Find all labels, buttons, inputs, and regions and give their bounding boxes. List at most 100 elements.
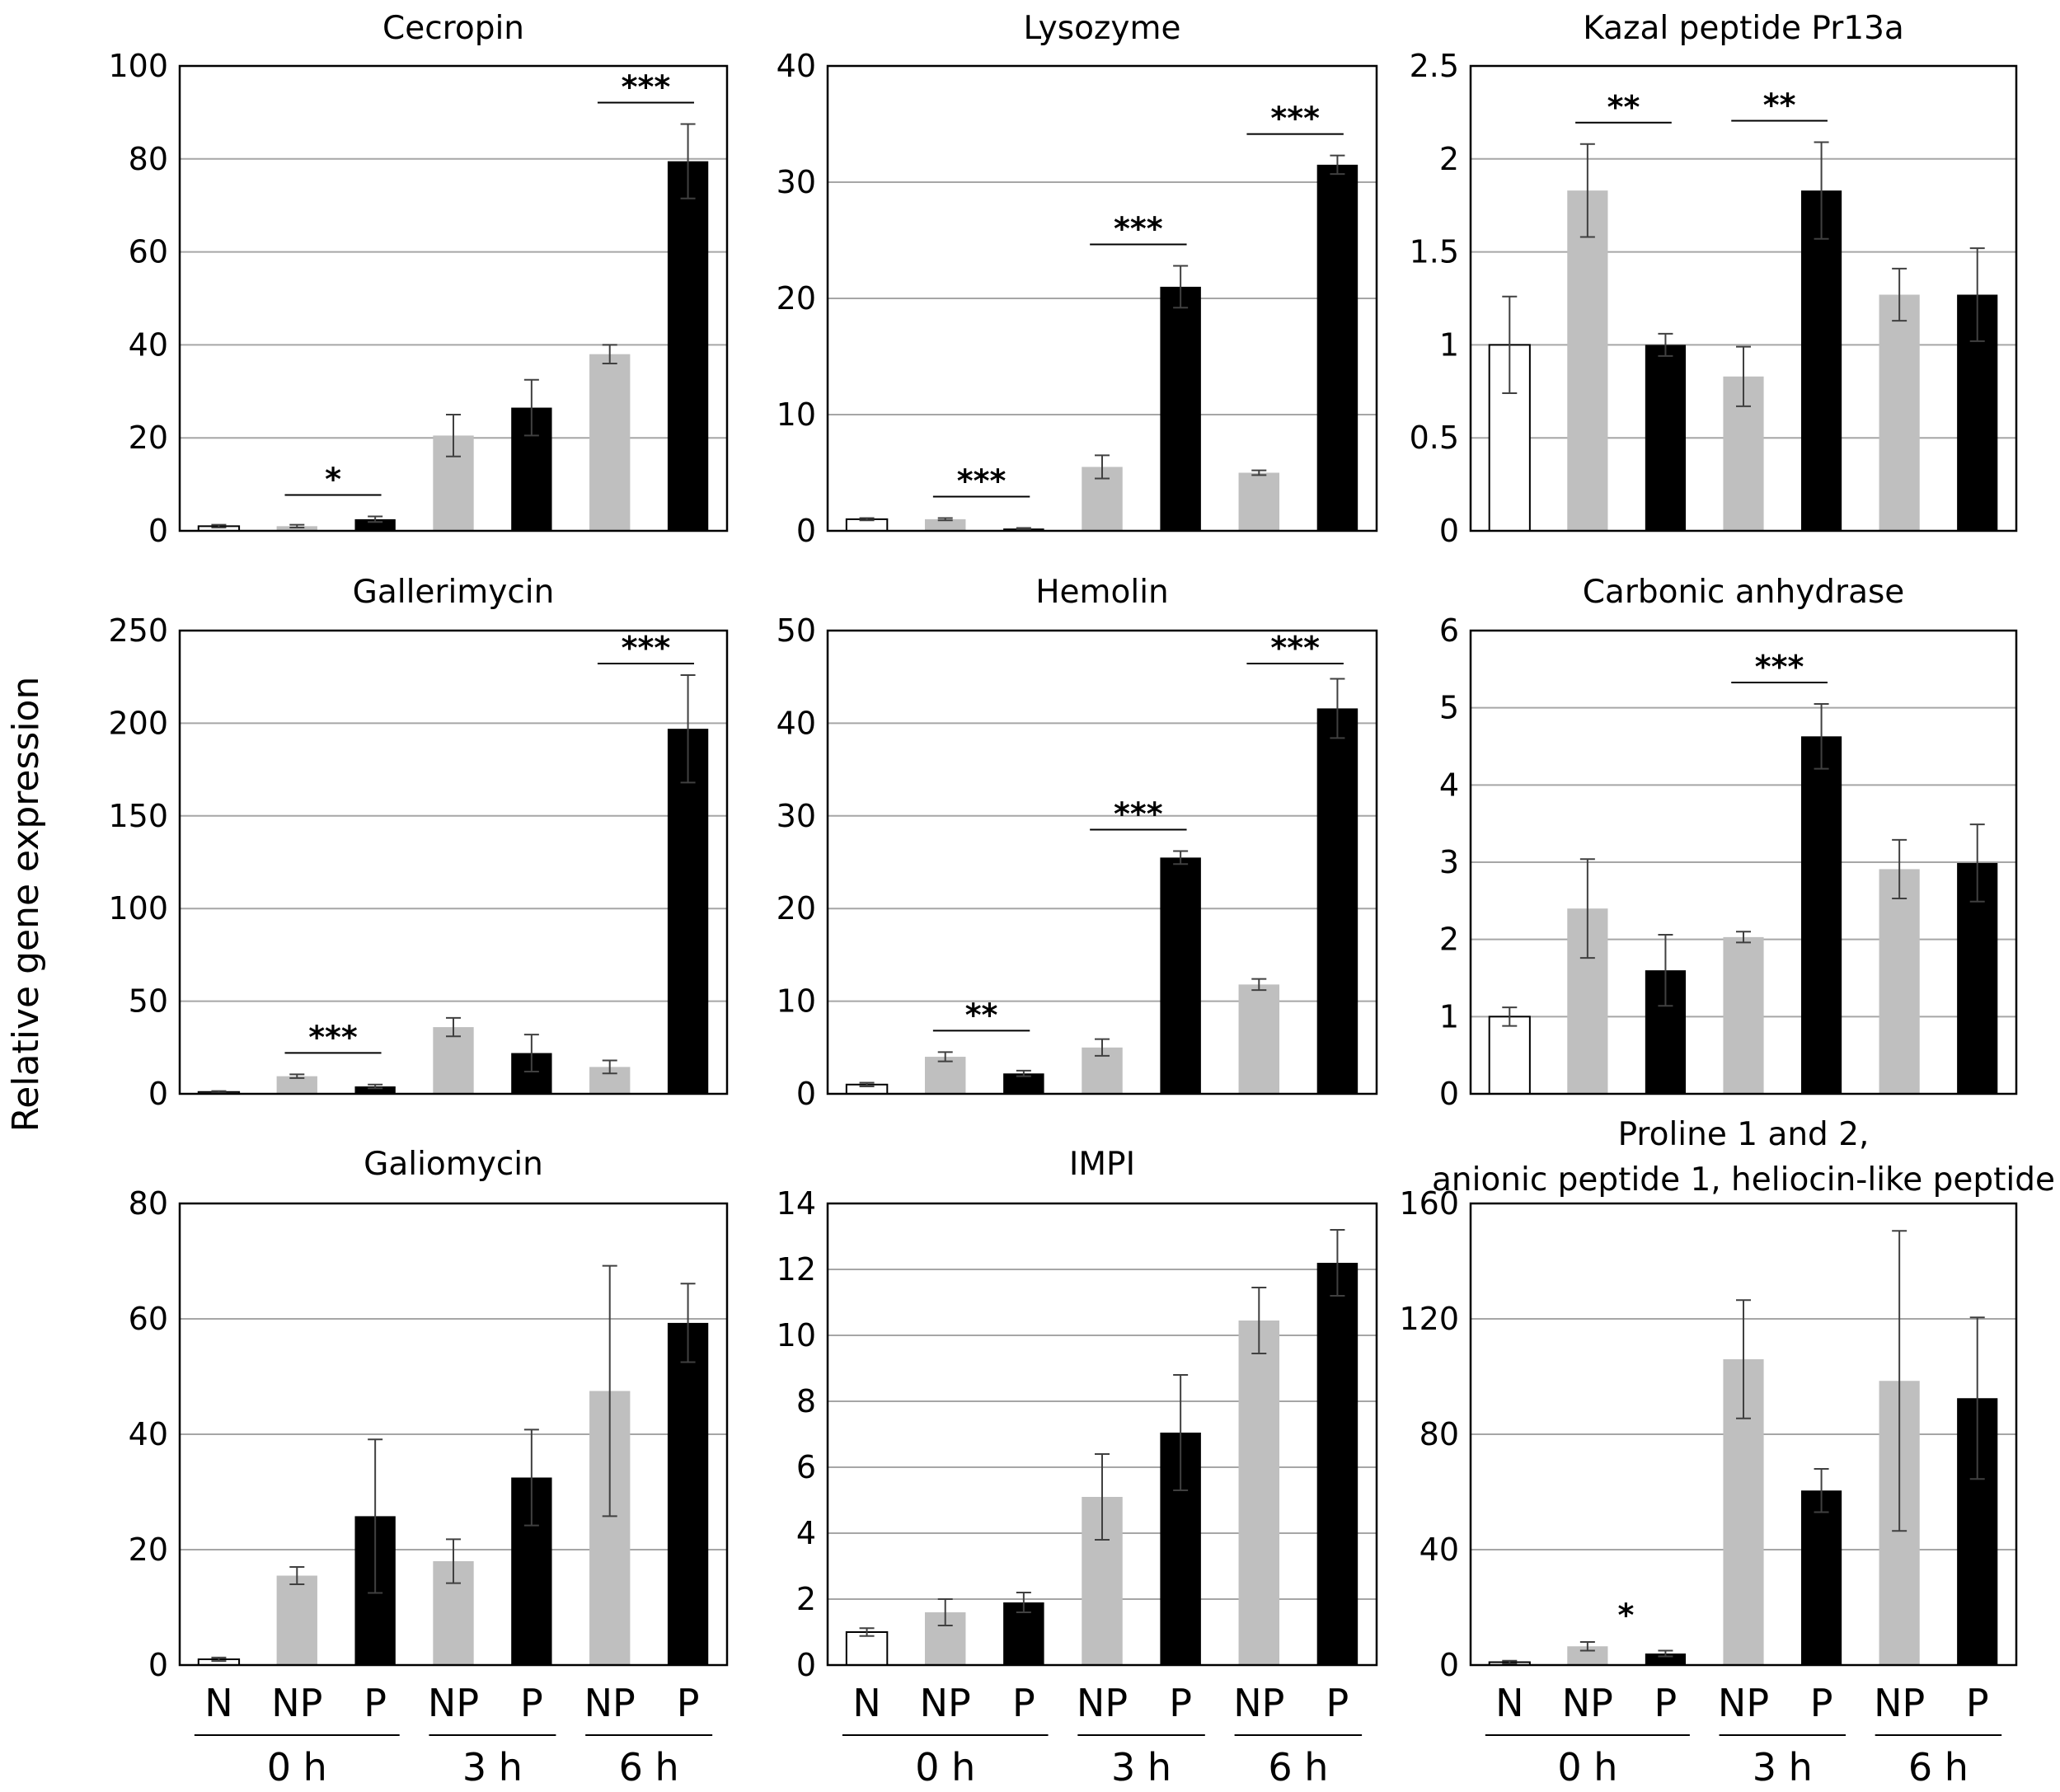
bar-p-2 [1645,1654,1687,1665]
x-category-label: P [677,1681,700,1725]
chart-title-line2: anionic peptide 1, heliocin-like peptide [1432,1161,2055,1199]
error-bar-4 [1173,850,1189,866]
y-tick-label: 0 [1439,513,1459,549]
y-tick-label: 8 [796,1383,816,1419]
y-tick-label: 100 [108,48,168,84]
chart-title: Gallerimycin [353,574,555,611]
bar-n-0 [1488,1016,1531,1095]
bar-np-3 [1723,936,1764,1094]
plot-frame [178,629,729,1095]
error-bar-4 [523,1034,539,1073]
error-bar-4 [523,1428,539,1527]
chart-lysozyme: Lysozyme 0 10 20 30 40 *** *** *** [777,10,1378,549]
plot-frame [178,1202,729,1667]
y-tick-label: 30 [777,164,816,200]
x-category-label: N [204,1681,232,1725]
error-bar-0 [1502,295,1518,395]
y-tick-label: 150 [108,798,168,834]
error-bar-1 [1579,1641,1595,1652]
error-bar-2 [1658,1649,1673,1658]
plot-frame [1469,1202,2018,1667]
error-bar-3 [1095,1038,1110,1057]
y-tick-label: 0 [148,513,168,549]
bar-p-2 [354,518,396,531]
x-category-label: NP [428,1681,479,1725]
y-tick-label: 0 [796,513,816,549]
bar-p-6 [1316,164,1358,531]
y-tick-label: 40 [777,705,816,741]
significance-marker: *** [1246,101,1344,137]
y-tick-label: 80 [129,1185,168,1222]
error-bar-4 [1173,265,1189,309]
y-tick-label: 1 [1439,326,1459,363]
y-tick-label: 10 [777,396,816,433]
y-tick-label: 2.5 [1410,48,1459,84]
x-category-label: P [520,1681,543,1725]
y-tick-label: 6 [1439,612,1459,649]
time-group-label: 0 h [267,1745,327,1790]
y-tick-label: 4 [1439,767,1459,803]
error-bar-2 [1658,332,1673,357]
y-tick-label: 0.5 [1410,420,1459,456]
y-tick-label: 0 [148,1647,168,1683]
significance-marker: *** [1731,649,1828,685]
error-bar-0 [859,517,875,522]
error-bar-4 [1814,702,1829,770]
x-category-label: NP [1562,1681,1613,1725]
x-axis-column-1: N NP P NP P NP P 0 h 3 h 6 h [842,1681,1363,1790]
plot-frame [826,629,1378,1095]
error-bar-5 [1892,838,1907,900]
chart-gallerimycin: Gallerimycin 0 50 100 150 200 250 *** *** [108,574,729,1112]
y-tick-label: 0 [1439,1076,1459,1112]
chart-title: Proline 1 and 2, [1618,1116,1870,1153]
error-bar-1 [289,1566,305,1585]
y-tick-label: 250 [108,612,168,649]
error-bar-1 [937,1051,953,1063]
significance-marker: * [1617,1597,1634,1634]
chart-title: Carbonic anhydrase [1583,574,1905,611]
bar-np-1 [276,526,317,531]
significance-marker: *** [1246,630,1344,666]
y-tick-label: 10 [777,983,816,1020]
error-bar-0 [211,523,227,529]
x-category-label: NP [1233,1681,1284,1725]
bar-p-6 [667,1322,709,1665]
x-axis-column-0: N NP P NP P NP P 0 h 3 h 6 h [194,1681,713,1790]
time-group-label: 3 h [1111,1745,1171,1790]
time-group-label: 0 h [1557,1745,1617,1790]
significance-label: *** [1114,211,1163,247]
significance-marker: *** [1090,796,1187,833]
error-bar-5 [602,1264,617,1518]
bar-p-4 [1800,190,1842,532]
bar-np-1 [276,1076,317,1094]
significance-label: *** [1114,796,1163,833]
y-tick-label: 60 [129,234,168,270]
error-bar-3 [446,1016,461,1038]
time-group-label: 0 h [915,1745,975,1790]
significance-label: ** [1763,87,1796,123]
chart-impi: IMPI 0 2 4 6 8 10 12 14 [777,1146,1378,1683]
bar-p-4 [1800,1490,1842,1665]
chart-galiomycin: Galiomycin 0 20 40 60 80 [129,1146,729,1683]
bar-p-4 [1800,736,1842,1094]
error-bar-0 [1502,1006,1518,1027]
significance-label: * [1617,1597,1634,1634]
significance-label: *** [1755,649,1804,685]
chart-title: Hemolin [1035,574,1169,611]
bar-np-1 [1567,1646,1608,1665]
error-bar-1 [1579,858,1595,959]
error-bar-5 [1892,267,1907,322]
plot-frame [178,64,729,532]
y-tick-label: 30 [777,798,816,834]
y-tick-label: 20 [129,1532,168,1568]
error-bar-4 [523,378,539,437]
y-tick-label: 50 [777,612,816,649]
error-bar-3 [1736,931,1751,944]
bar-np-5 [589,354,631,531]
significance-marker: *** [284,1019,382,1055]
error-bar-4 [1173,1374,1189,1491]
x-category-label: NP [1718,1681,1769,1725]
error-bar-2 [368,515,383,523]
bar-np-1 [1567,190,1608,532]
x-category-label: NP [584,1681,636,1725]
